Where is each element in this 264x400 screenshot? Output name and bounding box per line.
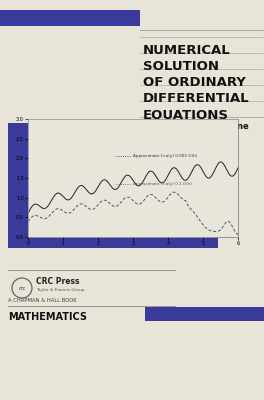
Text: SOLUTION: SOLUTION [143, 60, 219, 73]
Bar [8, 233, 218, 248]
Text: EQUATIONS: EQUATIONS [143, 108, 229, 121]
Text: MATHEMATICS: MATHEMATICS [8, 312, 87, 322]
Text: Taylor & Francis Group: Taylor & Francis Group [36, 288, 84, 292]
Text: CRC Press: CRC Press [36, 278, 79, 286]
Text: NUMERICAL: NUMERICAL [143, 44, 231, 57]
Text: OF ORDINARY: OF ORDINARY [143, 76, 246, 89]
Bar [0, 10, 140, 26]
Text: crc: crc [18, 286, 26, 290]
Text: Approximate f=a(y) 0.005 O(h): Approximate f=a(y) 0.005 O(h) [133, 154, 197, 158]
Text: A CHAPMAN & HALL BOOK: A CHAPMAN & HALL BOOK [8, 298, 77, 302]
Text: Lawrence F. Shampine: Lawrence F. Shampine [143, 122, 249, 131]
Bar [145, 307, 264, 321]
Bar [8, 123, 30, 248]
Text: DIFFERENTIAL: DIFFERENTIAL [143, 92, 250, 105]
Bar [28, 119, 238, 237]
Text: Approximate f=a(y) 0.1 O(h): Approximate f=a(y) 0.1 O(h) [133, 182, 192, 186]
